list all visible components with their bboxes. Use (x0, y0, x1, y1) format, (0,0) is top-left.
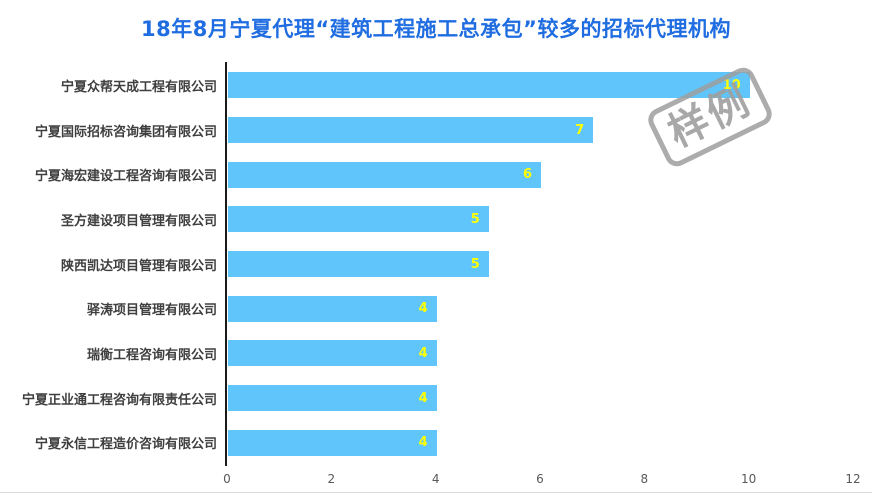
bar-track: 4 (228, 340, 854, 367)
category-label: 陕西凯达项目管理有限公司 (60, 258, 217, 274)
bar: 5 (228, 251, 489, 278)
category-label: 驿涛项目管理有限公司 (86, 303, 217, 319)
bar-row: 驿涛项目管理有限公司 4 (0, 286, 854, 331)
bar-value-label: 4 (418, 301, 428, 317)
bar-value-label: 7 (575, 122, 585, 138)
category-label: 圣方建设项目管理有限公司 (60, 213, 217, 229)
bar: 4 (228, 340, 437, 367)
bar-value-label: 5 (470, 256, 480, 272)
bar: 5 (228, 206, 489, 233)
bar-track: 7 (228, 117, 854, 143)
category-label: 瑞衡工程咨询有限公司 (86, 347, 217, 363)
category-label: 宁夏海宏建设工程咨询有限公司 (34, 169, 217, 185)
bar-value-label: 4 (418, 345, 428, 361)
bar-value-label: 4 (418, 390, 428, 406)
bar-row: 圣方建设项目管理有限公司 5 (0, 197, 854, 242)
bar-row: 瑞衡工程咨询有限公司 4 (0, 331, 854, 376)
category-label: 宁夏正业通工程咨询有限责任公司 (21, 392, 217, 408)
bar: 10 (228, 72, 750, 99)
bar-row: 宁夏永信工程造价咨询有限公司 4 (0, 420, 854, 465)
category-label: 宁夏国际招标咨询集团有限公司 (34, 124, 217, 140)
plot-area: 宁夏众帮天成工程有限公司 10 宁夏国际招标咨询集团有限公司 7 宁夏海宏建设工程咨询有… (0, 63, 854, 465)
bar-value-label: 6 (522, 167, 532, 183)
x-tick-label: 4 (431, 472, 440, 486)
x-tick-label: 2 (327, 472, 336, 486)
category-label: 宁夏永信工程造价咨询有限公司 (34, 437, 217, 453)
category-label: 宁夏众帮天成工程有限公司 (60, 79, 217, 95)
bar-track: 10 (228, 72, 854, 99)
bar-track: 5 (228, 251, 854, 278)
bar-track: 4 (228, 295, 854, 322)
bar: 4 (228, 385, 437, 412)
bar-value-label: 5 (470, 211, 480, 227)
bar: 4 (228, 295, 437, 322)
x-tick-label: 10 (741, 472, 757, 486)
bottom-border (0, 492, 872, 493)
x-axis: 0 2 4 6 8 10 12 (0, 472, 872, 490)
x-tick-label: 8 (640, 472, 649, 486)
bar-track: 5 (228, 206, 854, 233)
category-axis-line (225, 62, 227, 466)
chart-title: 18年8月宁夏代理“建筑工程施工总承包”较多的招标代理机构 (141, 17, 731, 41)
x-tick-label: 12 (845, 472, 861, 486)
x-tick-label: 6 (536, 472, 544, 486)
bar-track: 4 (228, 385, 854, 412)
bar-row: 宁夏海宏建设工程咨询有限公司 6 (0, 152, 854, 197)
bar-track: 6 (228, 161, 854, 188)
bar-value-label: 4 (418, 435, 428, 451)
bar: 4 (228, 429, 437, 456)
bar-row: 宁夏众帮天成工程有限公司 10 (0, 63, 854, 108)
bar-row: 陕西凯达项目管理有限公司 5 (0, 242, 854, 287)
x-tick-label: 0 (223, 472, 231, 486)
bar-value-label: 10 (722, 77, 741, 93)
bar-row: 宁夏正业通工程咨询有限责任公司 4 (0, 376, 854, 421)
bar-row: 宁夏国际招标咨询集团有限公司 7 (0, 108, 854, 153)
bar: 7 (228, 117, 594, 143)
bar: 6 (228, 161, 541, 188)
bar-track: 4 (228, 429, 854, 456)
